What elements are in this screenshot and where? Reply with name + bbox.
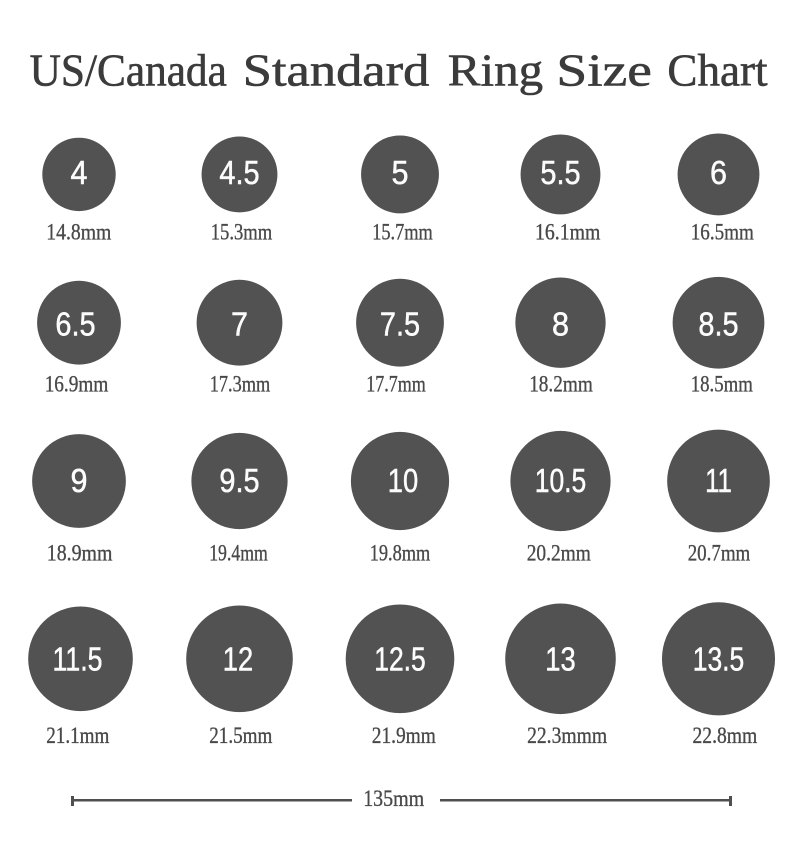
- svg-text:5.5: 5.5: [540, 155, 580, 192]
- svg-text:16.5mm: 16.5mm: [691, 220, 754, 246]
- svg-text:18.9mm: 18.9mm: [47, 541, 113, 567]
- svg-text:9: 9: [71, 463, 88, 500]
- svg-text:16.1mm: 16.1mm: [535, 220, 600, 246]
- svg-text:6: 6: [710, 155, 727, 192]
- svg-text:16.9mm: 16.9mm: [45, 372, 109, 398]
- svg-text:7: 7: [231, 307, 248, 344]
- svg-text:21.9mm: 21.9mm: [372, 723, 436, 749]
- svg-text:15.3mm: 15.3mm: [211, 220, 273, 246]
- svg-text:12: 12: [223, 642, 253, 679]
- svg-text:Chart: Chart: [667, 45, 767, 96]
- svg-text:20.2mm: 20.2mm: [527, 541, 591, 567]
- svg-text:135mm: 135mm: [363, 786, 424, 812]
- svg-text:18.2mm: 18.2mm: [529, 372, 593, 398]
- svg-text:14.8mm: 14.8mm: [46, 220, 111, 246]
- svg-text:9.5: 9.5: [219, 463, 259, 500]
- svg-text:6.5: 6.5: [55, 307, 95, 344]
- svg-text:8: 8: [552, 307, 569, 344]
- svg-text:US/Canada: US/Canada: [30, 45, 227, 96]
- svg-text:17.3mm: 17.3mm: [210, 372, 271, 398]
- svg-text:18.5mm: 18.5mm: [691, 372, 753, 398]
- svg-text:5: 5: [392, 155, 409, 192]
- svg-text:17.7mm: 17.7mm: [366, 372, 426, 398]
- svg-text:13: 13: [545, 642, 575, 679]
- svg-text:22.8mm: 22.8mm: [693, 723, 758, 749]
- svg-text:Ring: Ring: [448, 45, 543, 96]
- svg-text:20.7mm: 20.7mm: [688, 541, 751, 567]
- svg-text:4: 4: [71, 155, 88, 192]
- svg-text:15.7mm: 15.7mm: [372, 220, 433, 246]
- svg-text:4.5: 4.5: [219, 155, 259, 192]
- svg-text:21.1mm: 21.1mm: [46, 723, 109, 749]
- svg-text:22.3mmm: 22.3mmm: [527, 723, 607, 749]
- svg-text:13.5: 13.5: [693, 642, 745, 679]
- svg-text:7.5: 7.5: [380, 307, 420, 344]
- svg-text:Standard: Standard: [243, 45, 429, 96]
- svg-text:19.4mm: 19.4mm: [209, 541, 268, 567]
- svg-text:11: 11: [705, 463, 732, 500]
- svg-text:10.5: 10.5: [535, 463, 587, 500]
- svg-text:Size: Size: [556, 45, 652, 96]
- svg-text:12.5: 12.5: [374, 642, 426, 679]
- svg-text:10: 10: [388, 463, 418, 500]
- svg-text:19.8mm: 19.8mm: [370, 541, 431, 567]
- svg-text:8.5: 8.5: [698, 307, 738, 344]
- svg-text:11.5: 11.5: [53, 642, 103, 679]
- svg-text:21.5mm: 21.5mm: [209, 723, 272, 749]
